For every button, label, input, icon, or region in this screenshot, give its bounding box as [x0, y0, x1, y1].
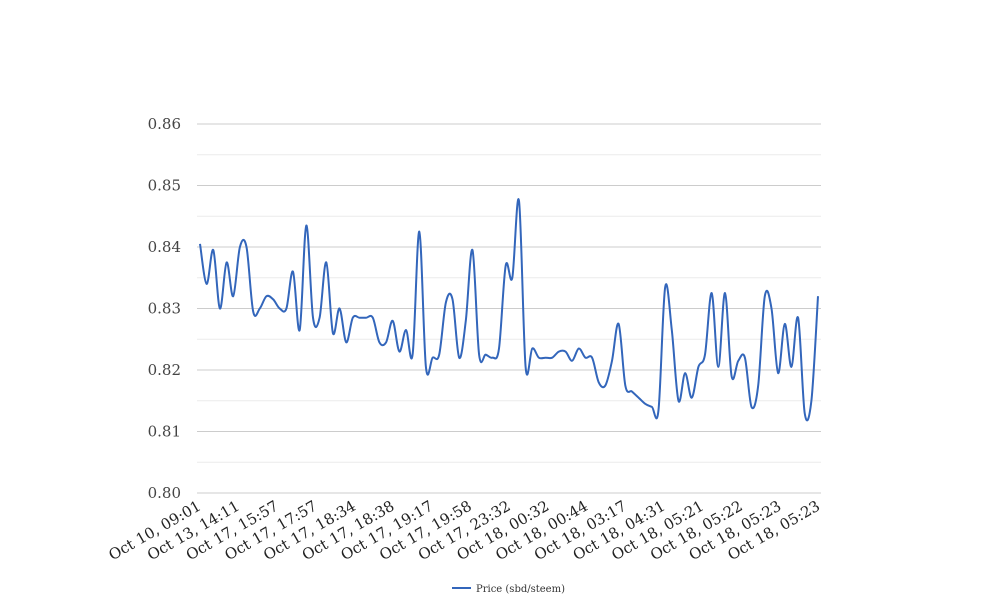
y-tick-label: 0.80 [148, 484, 181, 502]
grid-lines [197, 123, 821, 494]
y-tick-label: 0.85 [148, 177, 181, 195]
y-tick-label: 0.82 [148, 361, 181, 379]
y-tick-label: 0.83 [148, 300, 181, 318]
series-group [199, 198, 819, 422]
y-tick-label: 0.86 [148, 115, 181, 133]
y-tick-label: 0.81 [148, 423, 181, 441]
legend-label: Price (sbd/steem) [476, 584, 565, 595]
y-tick-label: 0.84 [148, 238, 181, 256]
series-line-price [199, 198, 819, 422]
legend[interactable]: Price (sbd/steem) [452, 584, 565, 595]
y-axis-tick-labels: 0.80 0.81 0.82 0.83 0.84 0.85 0.86 [148, 115, 181, 502]
